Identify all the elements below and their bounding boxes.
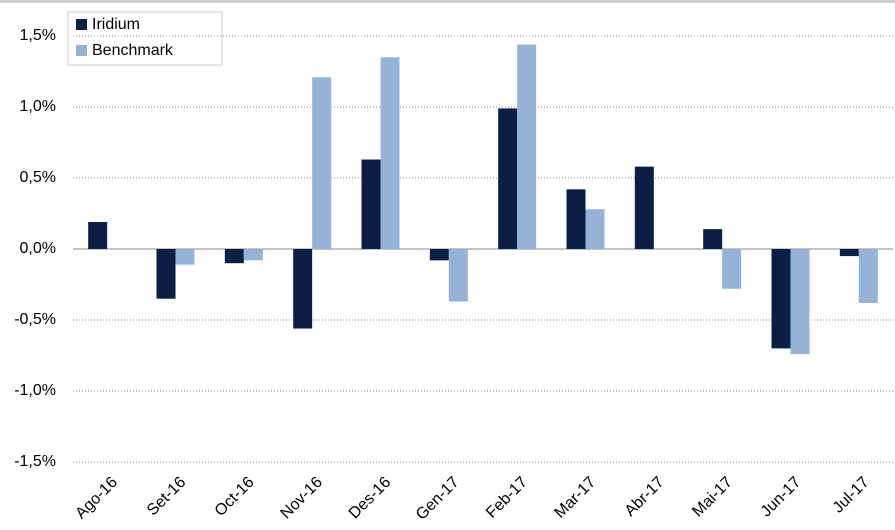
y-tick-label: -0,5% <box>14 311 56 328</box>
bar <box>498 108 518 249</box>
y-tick-label: 0,0% <box>20 240 56 257</box>
bar <box>771 249 791 349</box>
bar <box>312 77 332 250</box>
y-tick-label: 1,0% <box>20 98 56 115</box>
y-tick-label: -1,5% <box>14 453 56 470</box>
x-tick-label: Feb-17 <box>483 474 531 522</box>
legend-label: Iridium <box>92 16 140 33</box>
bar <box>361 159 381 249</box>
bar <box>448 249 468 302</box>
legend-swatch <box>76 45 87 56</box>
bar <box>634 166 654 249</box>
bar <box>175 249 195 265</box>
bar <box>566 189 586 249</box>
bar <box>722 249 742 289</box>
x-tick-label: Mar-17 <box>551 474 599 522</box>
bar <box>380 57 400 249</box>
bar <box>839 249 859 257</box>
x-tick-label: Mai-17 <box>689 474 736 521</box>
legend-label: Benchmark <box>92 42 174 59</box>
x-tick-label: Des-16 <box>346 474 395 523</box>
bar <box>703 229 723 249</box>
y-tick-label: 1,5% <box>20 27 56 44</box>
y-tick-label: -1,0% <box>14 382 56 399</box>
legend-swatch <box>76 19 87 30</box>
x-tick-label: Ago-16 <box>72 474 121 523</box>
bar <box>224 249 244 264</box>
legend-box <box>67 11 223 66</box>
x-tick-label: Jul-17 <box>830 474 873 517</box>
bar <box>88 222 108 249</box>
x-tick-label: Oct-16 <box>212 474 258 520</box>
x-tick-label: Abr-17 <box>622 474 668 520</box>
bar <box>293 249 313 329</box>
bar <box>243 249 263 261</box>
x-tick-label: Jun-17 <box>758 474 805 521</box>
x-tick-label: Nov-16 <box>277 474 326 523</box>
y-tick-label: 0,5% <box>20 169 56 186</box>
bar <box>156 249 176 299</box>
legend: Iridium Benchmark <box>67 11 223 66</box>
x-tick-label: Gen-17 <box>413 474 463 524</box>
bar <box>585 209 605 249</box>
bar <box>517 44 537 249</box>
bar <box>790 249 810 355</box>
bar <box>429 249 449 261</box>
x-tick-label: Set-16 <box>144 474 189 519</box>
bar <box>858 249 878 303</box>
